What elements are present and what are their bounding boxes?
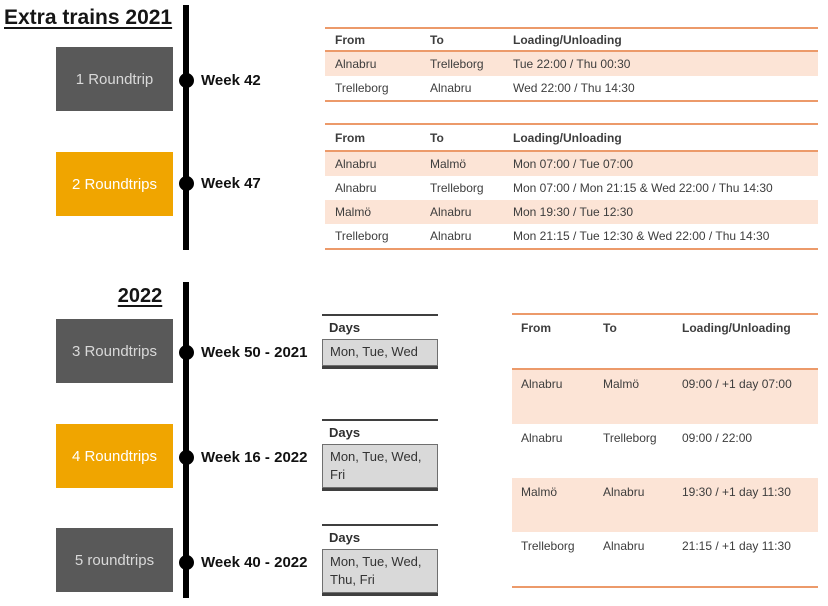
timeline-dot-week50: [179, 345, 194, 360]
timeline-dot-week40: [179, 555, 194, 570]
milestone-box-4-roundtrips: 4 Roundtrips: [56, 424, 173, 488]
col-header-to: To: [430, 32, 444, 47]
cell-loading: Wed 22:00 / Thu 14:30: [513, 81, 635, 95]
milestone-box-label: 5 roundtrips: [74, 551, 155, 569]
timeline-dot-week42: [179, 73, 194, 88]
col-header-loading: Loading/Unloading: [513, 130, 622, 145]
cell-to: Trelleborg: [430, 181, 484, 195]
col-header-to: To: [430, 130, 444, 145]
cell-to: Malmö: [603, 377, 640, 391]
milestone-box-3-roundtrips: 3 Roundtrips: [56, 319, 173, 383]
section-2022-title: 2022: [117, 285, 163, 307]
cell-from: Trelleborg: [521, 539, 575, 553]
col-header-from: From: [335, 130, 365, 145]
week-50-label: Week 50 - 2021: [201, 344, 308, 361]
table-row: Trelleborg Alnabru Wed 22:00 / Thu 14:30: [325, 76, 818, 100]
cell-from: Trelleborg: [335, 81, 389, 95]
table-row: Alnabru Trelleborg Mon 07:00 / Mon 21:15…: [325, 176, 818, 200]
week-47-label: Week 47: [201, 175, 261, 192]
table-header-row: From To Loading/Unloading: [325, 125, 818, 152]
cell-loading: Mon 21:15 / Tue 12:30 & Wed 22:00 / Thu …: [513, 229, 770, 243]
cell-to: Trelleborg: [603, 431, 657, 445]
col-header-loading: Loading/Unloading: [513, 32, 622, 47]
milestone-box-label: 4 Roundtrips: [71, 447, 158, 465]
table-header-row: From To Loading/Unloading: [325, 29, 818, 52]
days-value: Mon, Tue, Wed, Thu, Fri: [322, 549, 438, 594]
cell-to: Alnabru: [430, 205, 472, 219]
table-row: Trelleborg Alnabru 21:15 / +1 day 11:30: [512, 532, 818, 586]
milestone-box-label: 3 Roundtrips: [71, 342, 158, 360]
cell-to: Alnabru: [430, 229, 472, 243]
cell-loading: Mon 19:30 / Tue 12:30: [513, 205, 634, 219]
cell-from: Alnabru: [335, 181, 377, 195]
cell-loading: 19:30 / +1 day 11:30: [682, 485, 791, 499]
milestone-box-5-roundtrips: 5 roundtrips: [56, 528, 173, 592]
table-row: Alnabru Trelleborg Tue 22:00 / Thu 00:30: [325, 52, 818, 76]
cell-from: Alnabru: [335, 57, 377, 71]
week-40-label: Week 40 - 2022: [201, 554, 308, 571]
table-row: Alnabru Trelleborg 09:00 / 22:00: [512, 424, 818, 478]
timeline-dot-week16: [179, 450, 194, 465]
table-row: Trelleborg Alnabru Mon 21:15 / Tue 12:30…: [325, 224, 818, 248]
cell-to: Alnabru: [603, 485, 645, 499]
cell-from: Malmö: [335, 205, 372, 219]
cell-loading: 21:15 / +1 day 11:30: [682, 539, 791, 553]
days-header: Days: [329, 320, 361, 335]
section-2021-title: Extra trains 2021: [4, 6, 173, 29]
col-header-from: From: [521, 321, 551, 335]
cell-loading: 09:00 / +1 day 07:00: [682, 377, 792, 391]
col-header-to: To: [603, 321, 617, 335]
schedule-table-week42: From To Loading/Unloading Alnabru Trelle…: [325, 27, 818, 102]
table-row: Malmö Alnabru 19:30 / +1 day 11:30: [512, 478, 818, 532]
days-header: Days: [329, 530, 361, 545]
cell-to: Alnabru: [430, 81, 472, 95]
cell-loading: Mon 07:00 / Mon 21:15 & Wed 22:00 / Thu …: [513, 181, 773, 195]
cell-from: Alnabru: [521, 431, 563, 445]
days-table-week16: Days Mon, Tue, Wed, Fri: [322, 419, 438, 492]
milestone-box-2-roundtrips: 2 Roundtrips: [56, 152, 173, 216]
table-row: Alnabru Malmö 09:00 / +1 day 07:00: [512, 370, 818, 424]
cell-to: Malmö: [430, 157, 467, 171]
schedule-table-2022: From To Loading/Unloading Alnabru Malmö …: [512, 313, 818, 588]
days-value: Mon, Tue, Wed, Fri: [322, 444, 438, 489]
schedule-table-week47: From To Loading/Unloading Alnabru Malmö …: [325, 123, 818, 250]
week-42-label: Week 42: [201, 72, 261, 89]
cell-loading: 09:00 / 22:00: [682, 431, 753, 445]
table-row: Alnabru Malmö Mon 07:00 / Tue 07:00: [325, 152, 818, 176]
timeline-2021-line: [183, 5, 189, 250]
cell-to: Alnabru: [603, 539, 645, 553]
days-value: Mon, Tue, Wed: [322, 339, 438, 366]
days-table-week50: Days Mon, Tue, Wed: [322, 314, 438, 369]
table-header-row: From To Loading/Unloading: [512, 315, 818, 370]
milestone-box-1-roundtrip: 1 Roundtrip: [56, 47, 173, 111]
cell-loading: Mon 07:00 / Tue 07:00: [513, 157, 634, 171]
week-16-label: Week 16 - 2022: [201, 449, 308, 466]
col-header-from: From: [335, 32, 365, 47]
timeline-2022-line: [183, 282, 189, 598]
days-header: Days: [329, 425, 361, 440]
col-header-loading: Loading/Unloading: [682, 321, 791, 335]
cell-from: Alnabru: [335, 157, 377, 171]
cell-from: Alnabru: [521, 377, 563, 391]
milestone-box-label: 2 Roundtrips: [71, 175, 158, 193]
cell-from: Trelleborg: [335, 229, 389, 243]
cell-to: Trelleborg: [430, 57, 484, 71]
timeline-dot-week47: [179, 176, 194, 191]
cell-from: Malmö: [521, 485, 558, 499]
milestone-box-label: 1 Roundtrip: [75, 70, 154, 88]
days-table-week40: Days Mon, Tue, Wed, Thu, Fri: [322, 524, 438, 597]
table-row: Malmö Alnabru Mon 19:30 / Tue 12:30: [325, 200, 818, 224]
cell-loading: Tue 22:00 / Thu 00:30: [513, 57, 631, 71]
